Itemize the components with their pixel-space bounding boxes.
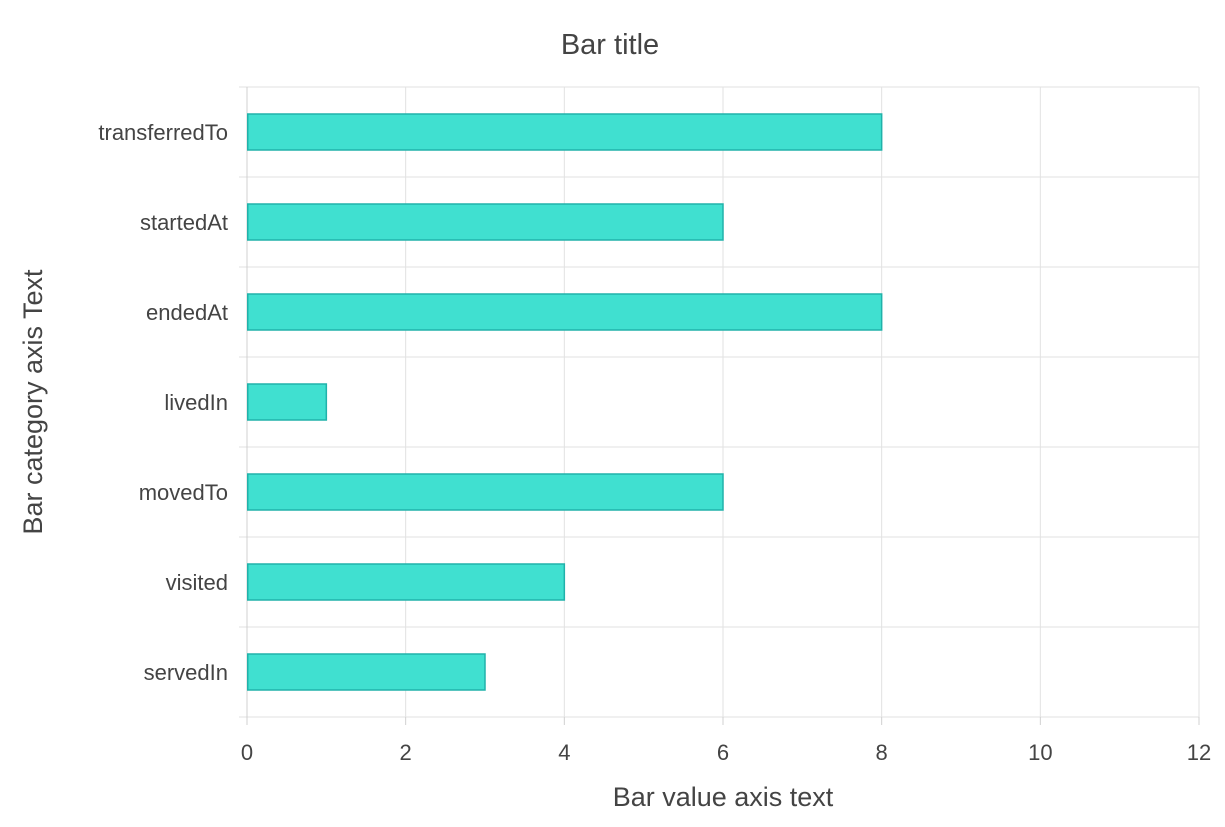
category-label: transferredTo (98, 120, 228, 145)
category-label: visited (166, 570, 228, 595)
x-tick-label: 12 (1187, 740, 1211, 765)
x-tick-label: 10 (1028, 740, 1052, 765)
category-labels: transferredTo startedAt endedAt livedIn move… (98, 120, 228, 685)
bars (247, 113, 883, 691)
bar-transferredTo (247, 113, 883, 151)
category-label: livedIn (164, 390, 228, 415)
category-label: endedAt (146, 300, 228, 325)
category-label: movedTo (139, 480, 228, 505)
x-tick-label: 4 (558, 740, 570, 765)
chart-title: Bar title (561, 29, 659, 61)
bar-livedIn (247, 383, 328, 421)
x-axis-ticks: 0 2 4 6 8 10 12 (241, 717, 1211, 765)
category-label: startedAt (140, 210, 228, 235)
bar-servedIn (247, 653, 486, 691)
x-tick-label: 6 (717, 740, 729, 765)
bar-startedAt (247, 203, 724, 241)
x-axis-title: Bar value axis text (613, 782, 834, 812)
x-tick-label: 0 (241, 740, 253, 765)
bar-endedAt (247, 293, 883, 331)
x-tick-label: 8 (876, 740, 888, 765)
bar-movedTo (247, 473, 724, 511)
category-label: servedIn (144, 660, 228, 685)
y-axis-title: Bar category axis Text (18, 269, 48, 535)
grid (239, 86, 1200, 718)
x-tick-label: 2 (400, 740, 412, 765)
bar-visited (247, 563, 566, 601)
